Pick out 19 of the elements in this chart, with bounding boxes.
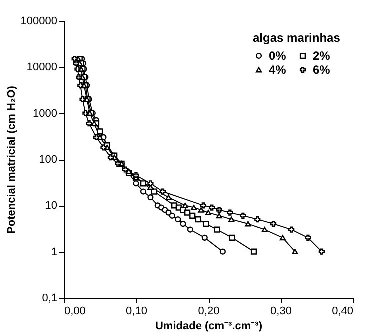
x-tick-label: 0,30	[270, 306, 292, 318]
y-tick-label: 10	[45, 200, 58, 212]
x-tick-label: 0,10	[126, 306, 148, 318]
y-tick-label: 1000	[33, 108, 58, 120]
legend-label: 2%	[313, 49, 331, 63]
legend-label: 4%	[269, 63, 287, 77]
x-tick-label: 0,40	[332, 306, 354, 318]
y-tick-label: 1	[51, 246, 58, 258]
y-tick-label: 10000	[26, 62, 58, 74]
x-tick-label: 0,00	[64, 306, 86, 318]
legend-label: 6%	[313, 63, 331, 77]
legend-label: 0%	[269, 49, 287, 63]
legend-title: algas marinhas	[253, 31, 341, 45]
x-tick-label: 0,20	[198, 306, 220, 318]
y-axis-title: Potencial matricial (cm H₂O)	[6, 86, 18, 234]
y-tick-label: 100000	[20, 16, 58, 28]
y-tick-label: 0,1	[42, 292, 58, 304]
x-axis-title: Umidade (cm⁻³.cm⁻³)	[155, 320, 263, 332]
y-tick-label: 100	[39, 154, 58, 166]
